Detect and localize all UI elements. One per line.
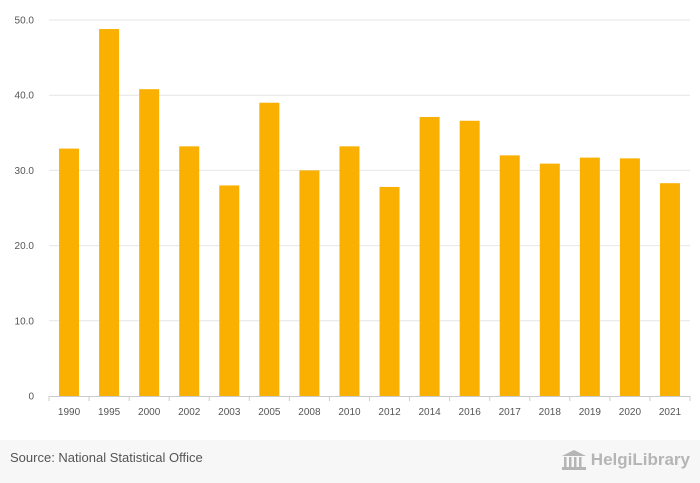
y-tick-label: 0 bbox=[28, 392, 34, 403]
x-tick-label: 2010 bbox=[338, 407, 361, 418]
library-building-icon bbox=[561, 450, 586, 470]
helgilibrary-logo[interactable]: HelgiLibrary bbox=[561, 446, 690, 474]
x-tick-label: 1990 bbox=[58, 407, 81, 418]
bar bbox=[619, 158, 640, 396]
x-tick-label: 2017 bbox=[499, 407, 522, 418]
bar bbox=[179, 146, 200, 396]
bar-chart: 0 10.0 20.0 30.0 40.0 50.0 1990 1995 2000 2002 200… bbox=[15, 16, 691, 418]
y-tick-label: 20.0 bbox=[15, 241, 35, 252]
bar bbox=[379, 186, 400, 396]
x-tick-label: 2003 bbox=[218, 407, 241, 418]
x-tick-label: 2008 bbox=[298, 407, 321, 418]
logo-text: HelgiLibrary bbox=[590, 450, 690, 469]
bar bbox=[459, 120, 480, 396]
bar bbox=[339, 146, 360, 396]
bar bbox=[419, 117, 440, 397]
bar bbox=[499, 155, 520, 396]
x-tick-label: 2018 bbox=[539, 407, 562, 418]
x-tick-label: 2021 bbox=[659, 407, 682, 418]
bar bbox=[219, 185, 240, 396]
y-tick-label: 50.0 bbox=[15, 16, 35, 27]
y-tick-label: 40.0 bbox=[15, 91, 35, 102]
x-tick-label: 2012 bbox=[378, 407, 401, 418]
bar bbox=[659, 183, 680, 396]
chart-footer: Source: National Statistical Office Helg… bbox=[0, 440, 700, 483]
bar bbox=[139, 89, 160, 397]
bar bbox=[99, 29, 120, 397]
y-tick-label: 10.0 bbox=[15, 316, 35, 327]
x-tick-label: 2016 bbox=[459, 407, 482, 418]
chart-area: 0 10.0 20.0 30.0 40.0 50.0 1990 1995 2000 2002 200… bbox=[15, 16, 691, 418]
bar bbox=[579, 157, 600, 396]
x-tick-label: 2002 bbox=[178, 407, 201, 418]
x-tick-label: 1995 bbox=[98, 407, 121, 418]
y-tick-label: 30.0 bbox=[15, 166, 35, 177]
x-tick-label: 2000 bbox=[138, 407, 161, 418]
bar bbox=[259, 102, 280, 396]
bar bbox=[539, 163, 560, 396]
x-tick-label: 2014 bbox=[418, 407, 441, 418]
x-tick-label: 2020 bbox=[619, 407, 642, 418]
bar bbox=[299, 170, 320, 396]
x-tick-label: 2005 bbox=[258, 407, 281, 418]
x-tick-label: 2019 bbox=[579, 407, 602, 418]
bar bbox=[59, 148, 80, 396]
source-note: Source: National Statistical Office bbox=[10, 450, 203, 465]
